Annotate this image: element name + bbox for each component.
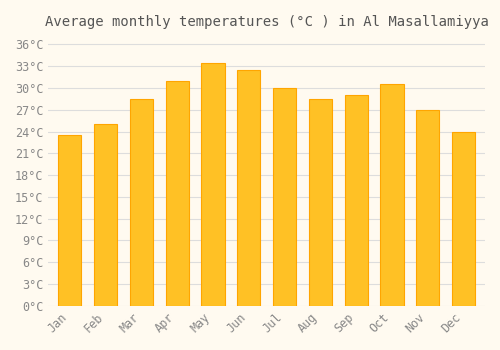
Bar [273, 88, 296, 306]
Bar [237, 70, 260, 306]
Bar [416, 110, 440, 306]
Bar [202, 63, 224, 306]
Bar [308, 99, 332, 306]
Bar [380, 84, 404, 306]
Bar [166, 81, 189, 306]
Bar [344, 95, 368, 306]
Bar [130, 99, 153, 306]
Bar [94, 124, 118, 306]
Bar [58, 135, 82, 306]
Bar [452, 132, 475, 306]
Title: Average monthly temperatures (°C ) in Al Masallamiyya: Average monthly temperatures (°C ) in Al… [44, 15, 488, 29]
